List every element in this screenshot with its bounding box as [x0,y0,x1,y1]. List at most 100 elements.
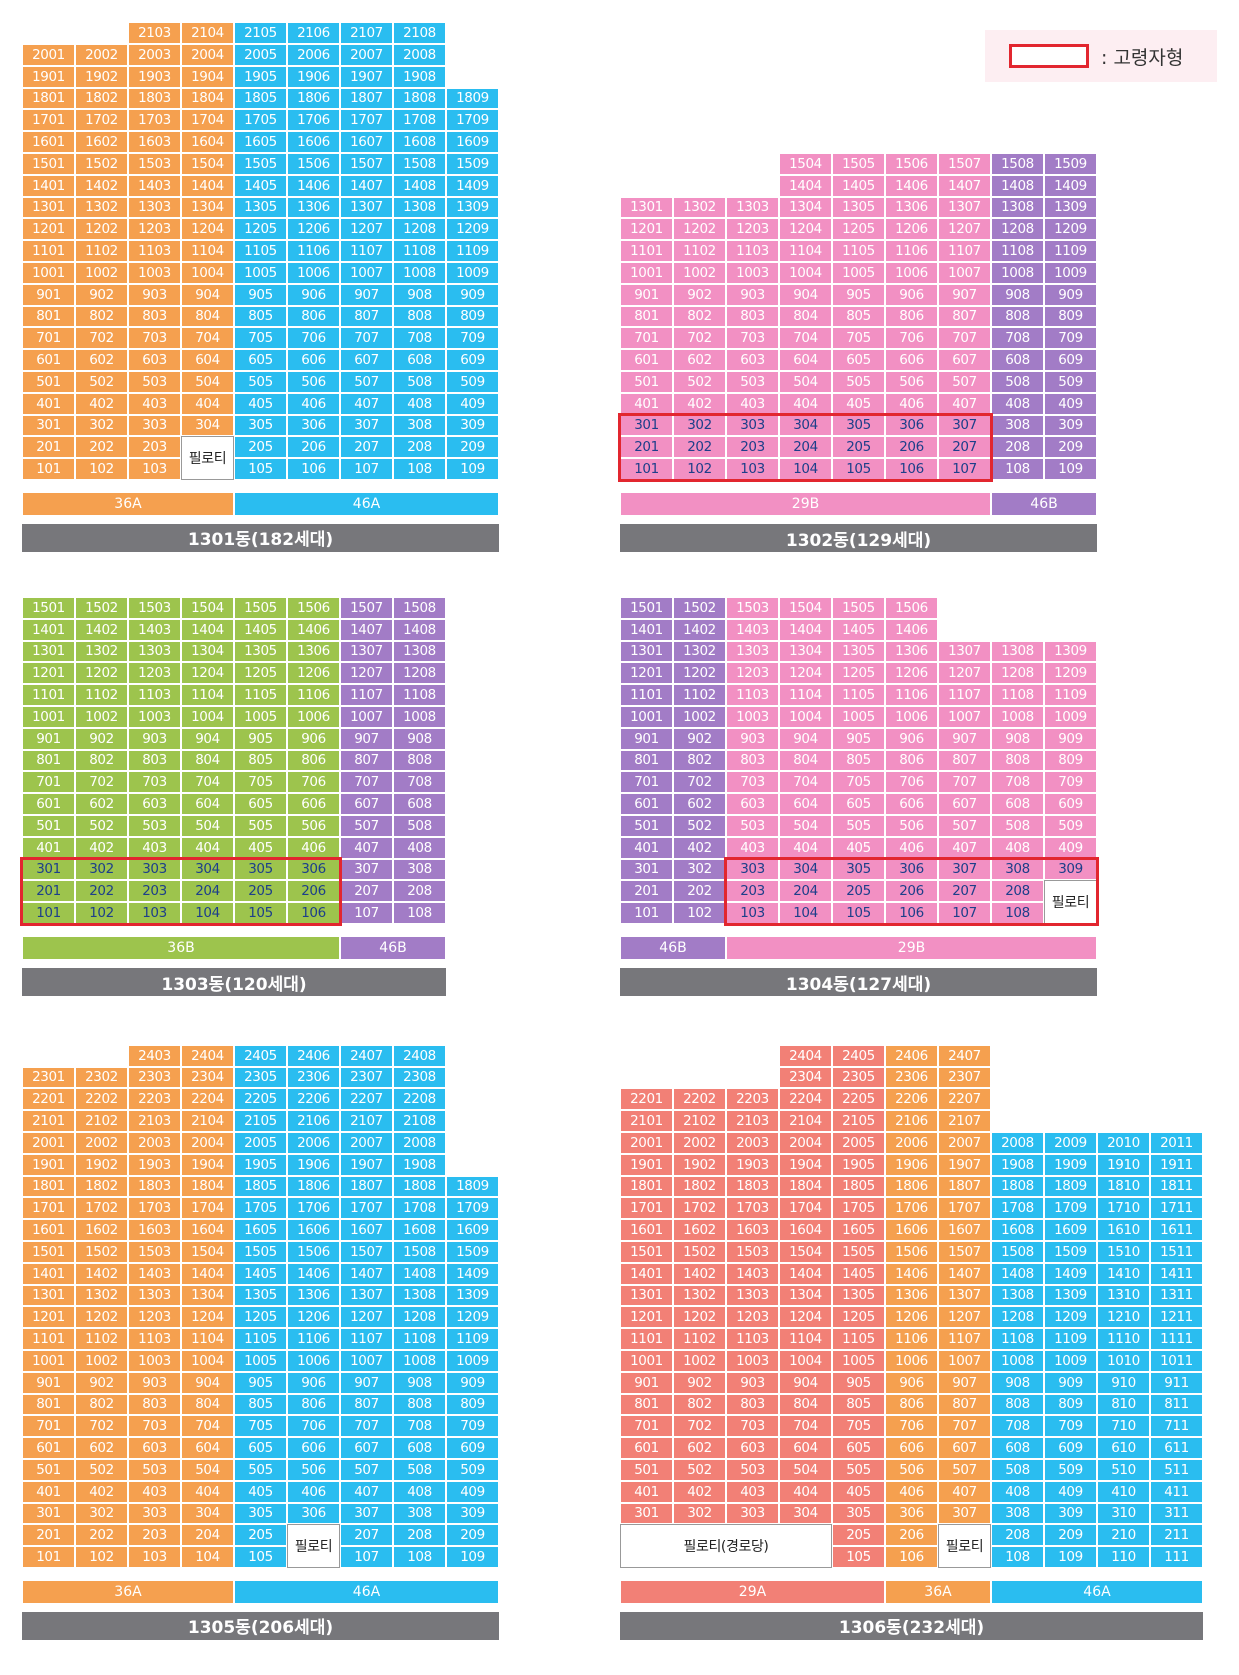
unit-1302-1007[interactable]: 1007 [938,262,991,284]
unit-1306-905[interactable]: 905 [832,1371,885,1394]
unit-1306-1801[interactable]: 1801 [620,1175,673,1198]
unit-1302-1104[interactable]: 1104 [779,240,832,262]
unit-1303-508[interactable]: 508 [393,815,446,837]
unit-1303-803[interactable]: 803 [128,749,181,772]
unit-1305-1205[interactable]: 1205 [234,1306,287,1329]
unit-1305-1707[interactable]: 1707 [340,1197,393,1220]
unit-1306-2406[interactable]: 2406 [885,1044,938,1067]
unit-1305-2007[interactable]: 2007 [340,1131,393,1154]
unit-1305-2201[interactable]: 2201 [22,1088,75,1111]
unit-1303-1507[interactable]: 1507 [340,597,393,619]
unit-1303-401[interactable]: 401 [22,836,75,859]
unit-1305-1906[interactable]: 1906 [287,1153,340,1176]
unit-1305-2208[interactable]: 2208 [393,1088,446,1111]
unit-1305-502[interactable]: 502 [75,1458,128,1481]
unit-1305-205[interactable]: 205 [234,1524,287,1547]
unit-1306-2206[interactable]: 2206 [885,1088,938,1111]
unit-1304-1003[interactable]: 1003 [726,706,779,728]
unit-1301-109[interactable]: 109 [446,458,499,480]
unit-1306-1009[interactable]: 1009 [1044,1349,1097,1372]
unit-1301-1403[interactable]: 1403 [128,174,181,197]
unit-1301-906[interactable]: 906 [287,283,340,306]
unit-1303-806[interactable]: 806 [287,749,340,772]
unit-1306-1502[interactable]: 1502 [673,1240,726,1263]
unit-1303-1207[interactable]: 1207 [340,662,393,685]
unit-1303-1202[interactable]: 1202 [75,662,128,685]
unit-1304-503[interactable]: 503 [726,815,779,837]
unit-1301-1406[interactable]: 1406 [287,174,340,197]
unit-1305-1402[interactable]: 1402 [75,1262,128,1285]
unit-1304-1005[interactable]: 1005 [832,706,885,728]
unit-1301-208[interactable]: 208 [393,436,446,459]
unit-1306-709[interactable]: 709 [1044,1415,1097,1438]
unit-1306-501[interactable]: 501 [620,1458,673,1481]
unit-1303-1003[interactable]: 1003 [128,706,181,728]
unit-1306-1904[interactable]: 1904 [779,1153,832,1176]
unit-1303-1408[interactable]: 1408 [393,618,446,641]
unit-1301-1103[interactable]: 1103 [128,240,181,262]
unit-1305-103[interactable]: 103 [128,1546,181,1568]
unit-1303-805[interactable]: 805 [234,749,287,772]
unit-1304-507[interactable]: 507 [938,815,991,837]
unit-1305-1806[interactable]: 1806 [287,1175,340,1198]
unit-1304-1501[interactable]: 1501 [620,597,673,619]
unit-1301-2106[interactable]: 2106 [287,22,340,44]
unit-1302-306[interactable]: 306 [885,414,938,437]
unit-1302-704[interactable]: 704 [779,327,832,350]
unit-1303-501[interactable]: 501 [22,815,75,837]
unit-1305-1307[interactable]: 1307 [340,1284,393,1307]
unit-1304-304[interactable]: 304 [779,858,832,881]
unit-1301-207[interactable]: 207 [340,436,393,459]
unit-1304-502[interactable]: 502 [673,815,726,837]
unit-1304-103[interactable]: 103 [726,902,779,924]
unit-1304-505[interactable]: 505 [832,815,885,837]
unit-1305-903[interactable]: 903 [128,1371,181,1394]
unit-1306-305[interactable]: 305 [832,1502,885,1525]
unit-1303-1008[interactable]: 1008 [393,706,446,728]
unit-1302-1306[interactable]: 1306 [885,196,938,219]
unit-1306-1203[interactable]: 1203 [726,1306,779,1329]
unit-1305-808[interactable]: 808 [393,1393,446,1416]
unit-1305-2002[interactable]: 2002 [75,1131,128,1154]
unit-1301-405[interactable]: 405 [234,392,287,415]
unit-1306-108[interactable]: 108 [991,1546,1044,1568]
unit-1302-409[interactable]: 409 [1044,392,1097,415]
unit-1306-807[interactable]: 807 [938,1393,991,1416]
unit-1305-2001[interactable]: 2001 [22,1131,75,1154]
unit-1302-1304[interactable]: 1304 [779,196,832,219]
unit-1301-2008[interactable]: 2008 [393,43,446,66]
unit-1304-404[interactable]: 404 [779,836,832,859]
unit-1306-1909[interactable]: 1909 [1044,1153,1097,1176]
unit-1304-405[interactable]: 405 [832,836,885,859]
unit-1301-904[interactable]: 904 [181,283,234,306]
unit-1305-708[interactable]: 708 [393,1415,446,1438]
unit-1303-708[interactable]: 708 [393,771,446,794]
unit-1305-806[interactable]: 806 [287,1393,340,1416]
unit-1302-307[interactable]: 307 [938,414,991,437]
unit-1306-806[interactable]: 806 [885,1393,938,1416]
unit-1301-604[interactable]: 604 [181,349,234,371]
unit-1306-2203[interactable]: 2203 [726,1088,779,1111]
unit-1301-1507[interactable]: 1507 [340,152,393,175]
unit-1301-1301[interactable]: 1301 [22,196,75,219]
unit-1304-303[interactable]: 303 [726,858,779,881]
unit-1304-1104[interactable]: 1104 [779,684,832,706]
unit-1301-1608[interactable]: 1608 [393,131,446,153]
unit-1304-1101[interactable]: 1101 [620,684,673,706]
unit-1306-1503[interactable]: 1503 [726,1240,779,1263]
unit-1305-108[interactable]: 108 [393,1546,446,1568]
unit-1302-607[interactable]: 607 [938,349,991,371]
unit-1301-401[interactable]: 401 [22,392,75,415]
unit-1303-1006[interactable]: 1006 [287,706,340,728]
unit-1303-601[interactable]: 601 [22,793,75,815]
unit-1305-1807[interactable]: 1807 [340,1175,393,1198]
unit-1301-108[interactable]: 108 [393,458,446,480]
unit-1304-802[interactable]: 802 [673,749,726,772]
unit-1306-2105[interactable]: 2105 [832,1110,885,1132]
unit-1301-601[interactable]: 601 [22,349,75,371]
unit-1306-1703[interactable]: 1703 [726,1197,779,1220]
unit-1306-1810[interactable]: 1810 [1097,1175,1150,1198]
unit-1306-1401[interactable]: 1401 [620,1262,673,1285]
unit-1306-311[interactable]: 311 [1150,1502,1203,1525]
unit-1302-1001[interactable]: 1001 [620,262,673,284]
